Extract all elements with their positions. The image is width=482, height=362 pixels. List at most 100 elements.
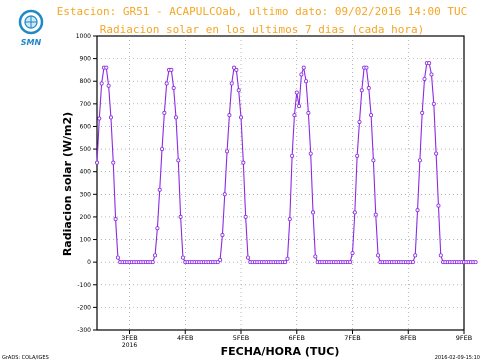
data-point xyxy=(218,257,223,262)
data-point xyxy=(115,255,120,260)
data-point xyxy=(294,90,299,95)
data-point xyxy=(366,86,371,91)
data-point xyxy=(434,151,439,156)
data-point xyxy=(241,160,246,165)
data-point xyxy=(301,65,306,70)
x-tick-label: 3FEB xyxy=(121,334,137,342)
logo-text: SMN xyxy=(21,38,42,47)
data-point xyxy=(220,233,225,238)
data-point xyxy=(234,67,239,72)
x-tick-label: 6FEB xyxy=(289,334,305,342)
data-point xyxy=(106,83,111,88)
data-point xyxy=(350,251,355,256)
data-point xyxy=(438,253,443,258)
footer-left: GrADS: COLA/IGES xyxy=(2,355,49,361)
y-tick-label: -100 xyxy=(77,282,91,289)
data-point xyxy=(153,253,158,258)
data-point xyxy=(245,255,250,260)
data-point xyxy=(225,149,230,154)
data-point xyxy=(311,210,316,215)
y-tick-label: 1000 xyxy=(76,33,91,40)
y-tick-label: -200 xyxy=(77,304,91,311)
data-point xyxy=(308,151,313,156)
data-point xyxy=(171,86,176,91)
data-point xyxy=(473,260,478,265)
data-point xyxy=(285,256,290,261)
data-point xyxy=(427,61,432,66)
data-point xyxy=(239,115,244,120)
data-point xyxy=(227,113,232,118)
data-point xyxy=(222,192,227,197)
data-point xyxy=(359,88,364,93)
y-tick-label: 0 xyxy=(87,259,91,266)
data-point xyxy=(410,260,415,265)
globe-icon-meridian xyxy=(25,16,37,28)
data-point xyxy=(155,226,160,231)
data-point xyxy=(429,72,434,77)
x-tick-sublabel: 2016 xyxy=(122,342,137,349)
x-tick-label: 8FEB xyxy=(400,334,416,342)
plot-area xyxy=(96,35,465,331)
data-point xyxy=(352,210,357,215)
x-tick-label: 5FEB xyxy=(233,334,249,342)
data-point xyxy=(371,158,376,163)
series xyxy=(95,61,478,265)
data-point xyxy=(164,81,169,86)
data-point xyxy=(376,253,381,258)
data-point xyxy=(97,116,102,121)
chart-title: Estacion: GR51 - ACAPULCOab, ultimo dato… xyxy=(57,5,468,18)
x-tick-label: 4FEB xyxy=(177,334,193,342)
data-point xyxy=(104,65,109,70)
data-point xyxy=(436,203,441,208)
data-point xyxy=(422,76,427,81)
y-axis-ticks: -300 -200 -100 0 100 200 300 400 500 600 700 800 900… xyxy=(76,33,97,334)
data-point xyxy=(306,110,311,115)
y-tick-label: 500 xyxy=(80,146,92,153)
data-point xyxy=(162,110,167,115)
y-tick-label: 700 xyxy=(80,101,92,108)
data-point xyxy=(420,110,425,115)
data-point xyxy=(297,104,302,109)
data-point xyxy=(373,212,378,217)
y-axis-label: Radiacion solar (W/m2) xyxy=(61,112,74,256)
logo: SMN xyxy=(18,9,44,47)
y-tick-label: 100 xyxy=(80,237,92,244)
data-point xyxy=(176,158,181,163)
data-point xyxy=(348,260,353,265)
data-point xyxy=(415,208,420,213)
data-point xyxy=(304,79,309,84)
y-tick-label: 200 xyxy=(80,214,92,221)
data-point xyxy=(313,254,318,259)
data-point xyxy=(299,72,304,77)
data-point xyxy=(169,67,174,72)
y-tick-label: 600 xyxy=(80,123,92,130)
y-tick-label: 400 xyxy=(80,169,92,176)
data-point xyxy=(173,115,178,120)
data-point xyxy=(113,217,118,222)
x-axis-label: FECHA/HORA (TUC) xyxy=(221,345,340,358)
footer-right: 2016-02-09-15:10 xyxy=(435,355,480,361)
data-point xyxy=(236,88,241,93)
data-point xyxy=(99,81,104,86)
data-point xyxy=(180,255,185,260)
grid xyxy=(97,36,464,330)
data-point xyxy=(157,187,162,192)
data-point xyxy=(287,217,292,222)
data-point xyxy=(108,115,113,120)
data-point xyxy=(290,153,295,158)
y-tick-label: 800 xyxy=(80,78,92,85)
data-point xyxy=(413,253,418,258)
y-tick-label: 300 xyxy=(80,191,92,198)
data-point xyxy=(178,214,183,219)
data-point xyxy=(292,113,297,118)
data-point xyxy=(160,147,165,152)
x-tick-label: 9FEB xyxy=(456,334,472,342)
data-point xyxy=(215,260,220,265)
data-point xyxy=(243,214,248,219)
chart-subtitle: Radiacion solar en los ultimos 7 dias (c… xyxy=(100,23,425,36)
data-point xyxy=(355,153,360,158)
data-point xyxy=(95,160,100,165)
data-point xyxy=(417,158,422,163)
